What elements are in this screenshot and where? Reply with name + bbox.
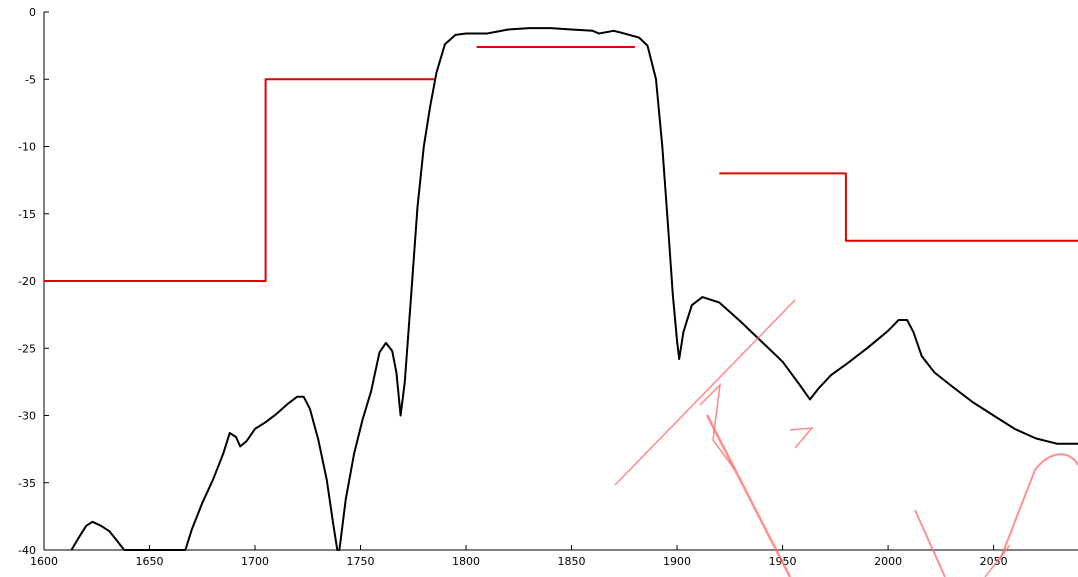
watermark-stroke xyxy=(984,544,1011,577)
y-tick-label: -10 xyxy=(18,141,36,154)
watermark-stroke xyxy=(614,299,796,486)
watermark-stroke xyxy=(699,382,736,471)
y-tick-label: -5 xyxy=(25,73,36,86)
watermark-stroke xyxy=(914,509,946,577)
series-group xyxy=(44,27,1078,551)
y-tick-label: -15 xyxy=(18,208,36,221)
y-tick-label: -35 xyxy=(18,477,36,490)
x-tick-label: 2000 xyxy=(874,555,902,568)
x-tick-label: 1900 xyxy=(663,555,691,568)
x-tick-label: 1850 xyxy=(558,555,586,568)
x-tick-label: 1800 xyxy=(452,555,480,568)
y-tick-label: -20 xyxy=(18,275,36,288)
y-tick-label: 0 xyxy=(29,6,36,19)
x-tick-label: 1600 xyxy=(30,555,58,568)
x-tick-label: 1650 xyxy=(136,555,164,568)
watermark-stroke xyxy=(789,427,814,449)
series-mask-line xyxy=(44,78,435,282)
watermark xyxy=(614,299,1078,577)
watermark-stroke xyxy=(705,414,792,577)
y-tick-label: -40 xyxy=(18,544,36,557)
y-tick-label: -30 xyxy=(18,410,36,423)
x-tick-label: 1700 xyxy=(241,555,269,568)
y-tick-label: -25 xyxy=(18,342,36,355)
series-mask-line xyxy=(719,172,1078,242)
series-response-line xyxy=(70,27,1078,551)
watermark-stroke xyxy=(999,453,1078,561)
x-tick-label: 1750 xyxy=(347,555,375,568)
